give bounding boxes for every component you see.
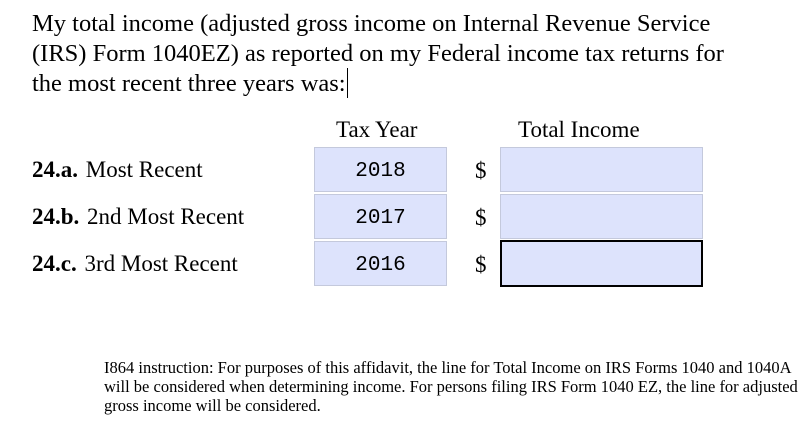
row-text: Most Recent: [85, 157, 203, 182]
total-income-field-24b[interactable]: [500, 194, 703, 239]
row-number: 24.b.: [32, 204, 80, 229]
text-cursor: [346, 68, 348, 98]
row-label-24c: 24.c. 3rd Most Recent: [32, 251, 238, 277]
tax-year-field-24b[interactable]: 2017: [314, 194, 447, 239]
total-income-field-24a[interactable]: [500, 147, 703, 192]
row-number: 24.c.: [32, 251, 77, 276]
instruction-footnote: I864 instruction: For purposes of this a…: [104, 358, 798, 415]
row-label-24b: 24.b. 2nd Most Recent: [32, 204, 244, 230]
dollar-sign: $: [475, 205, 487, 230]
tax-year-field-24a[interactable]: 2018: [314, 147, 447, 192]
total-income-field-24c[interactable]: [500, 240, 703, 287]
row-text: 3rd Most Recent: [84, 251, 238, 276]
row-number: 24.a.: [32, 157, 78, 182]
intro-paragraph: My total income (adjusted gross income o…: [32, 9, 732, 99]
row-label-24a: 24.a. Most Recent: [32, 157, 203, 183]
dollar-sign: $: [475, 252, 487, 277]
intro-text: My total income (adjusted gross income o…: [32, 10, 724, 97]
tax-year-field-24c[interactable]: 2016: [314, 241, 447, 286]
row-text: 2nd Most Recent: [87, 204, 245, 229]
tax-year-header: Tax Year: [336, 117, 418, 142]
dollar-sign: $: [475, 158, 487, 183]
total-income-header: Total Income: [518, 117, 640, 142]
